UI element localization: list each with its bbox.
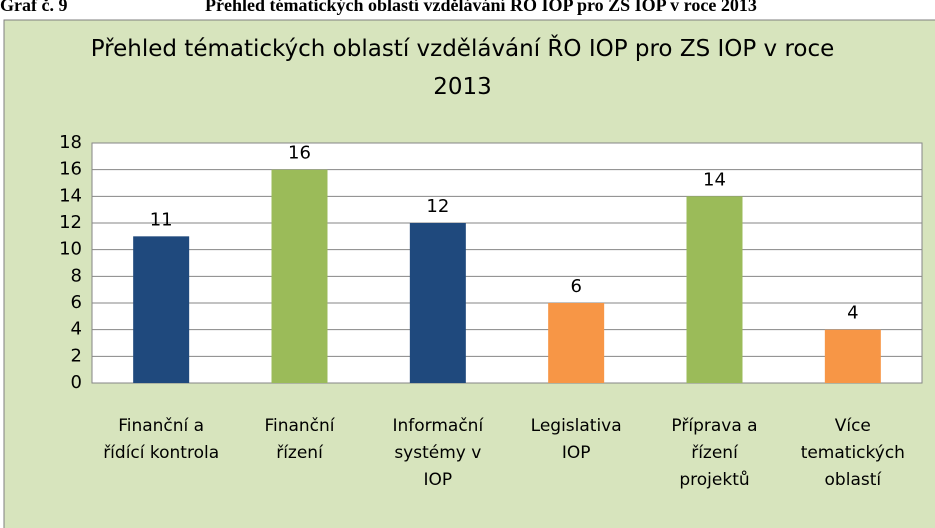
y-tick-label: 12	[59, 212, 82, 233]
data-label: 11	[150, 209, 173, 230]
y-tick-label: 2	[71, 345, 82, 366]
x-tick-label: Informační systémy v IOP	[392, 416, 484, 490]
bar	[548, 303, 605, 383]
x-tick-label: Finanční a řídící kontrola	[103, 416, 220, 463]
y-tick-label: 18	[59, 132, 82, 153]
data-label: 16	[288, 143, 311, 164]
x-tick-label: Příprava a řízení projektů	[671, 416, 758, 490]
x-tick-label: Legislativa IOP	[530, 416, 622, 463]
x-tick-label: Více tematických oblastí	[800, 416, 905, 490]
header-title: Přehled tématických oblastí vzdělávání Ř…	[205, 0, 757, 15]
y-tick-label: 14	[59, 185, 82, 206]
x-tick-label: Finanční řízení	[264, 416, 335, 463]
bar	[133, 236, 190, 383]
chart-title: Přehled tématických oblastí vzdělávání Ř…	[90, 36, 835, 100]
y-tick-label: 0	[71, 372, 82, 393]
y-tick-label: 4	[71, 319, 82, 340]
bar	[271, 169, 328, 383]
data-label: 12	[426, 196, 449, 217]
bar	[686, 196, 743, 383]
y-tick-label: 10	[59, 239, 82, 260]
data-label: 4	[847, 303, 858, 324]
y-tick-label: 8	[71, 265, 82, 286]
bar	[409, 223, 466, 383]
header-label: Graf č. 9	[0, 0, 67, 15]
y-tick-label: 6	[71, 292, 82, 313]
data-label: 14	[703, 169, 726, 190]
data-label: 6	[570, 276, 581, 297]
bar	[824, 329, 881, 383]
plot-area	[91, 142, 923, 384]
y-tick-label: 16	[59, 159, 82, 180]
